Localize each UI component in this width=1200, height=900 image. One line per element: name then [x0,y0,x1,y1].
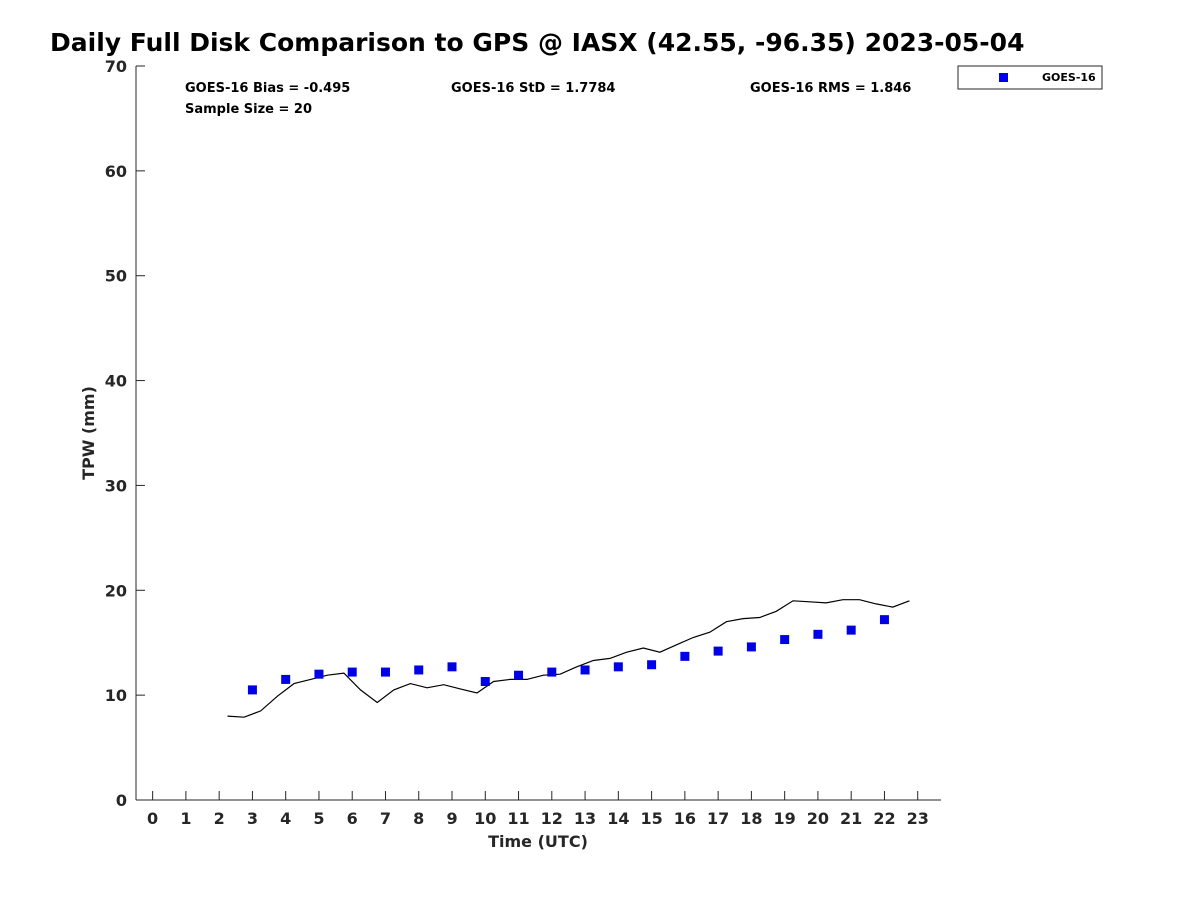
x-tick-label: 16 [674,809,696,828]
goes16-marker [314,669,324,679]
goes16-marker [613,662,623,672]
x-tick-label: 21 [840,809,862,828]
x-tick-label: 4 [280,809,291,828]
goes16-marker [846,625,856,635]
x-tick-label: 14 [607,809,629,828]
y-tick-label: 60 [105,162,127,181]
chart-title: Daily Full Disk Comparison to GPS @ IASX… [50,28,1025,57]
x-tick-label: 2 [214,809,225,828]
axes [135,66,941,801]
goes16-marker [247,685,257,695]
goes16-marker [281,674,291,684]
x-tick-label: 6 [347,809,358,828]
x-tick-label: 13 [574,809,596,828]
y-tick-label: 20 [105,581,127,600]
y-tick-label: 50 [105,267,127,286]
y-tick-label: 40 [105,372,127,391]
x-tick-label: 8 [413,809,424,828]
y-axis-label: TPW (mm) [79,386,98,480]
x-axis-label: Time (UTC) [488,832,588,851]
y-tick-label: 0 [116,791,127,810]
goes16-marker [480,677,490,687]
y-tick-label: 30 [105,476,127,495]
x-tick-label: 11 [507,809,529,828]
x-tick-label: 0 [147,809,158,828]
x-tick-label: 19 [774,809,796,828]
goes16-marker [680,651,690,661]
goes16-marker [380,667,390,677]
stat-sample-size: Sample Size = 20 [185,102,312,117]
goes16-marker [347,667,357,677]
legend-marker-goes16 [999,73,1008,82]
y-tick-label: 70 [105,57,127,76]
goes16-marker [414,665,424,675]
goes16-marker [447,662,457,672]
gps-tpw-line [227,599,910,718]
x-tick-label: 7 [380,809,391,828]
goes16-marker [514,670,524,680]
x-tick-label: 15 [640,809,662,828]
goes16-marker [547,667,557,677]
goes16-marker [813,629,823,639]
x-tick-label: 12 [541,809,563,828]
gps-line-layer [227,599,910,718]
x-tick-label: 3 [247,809,258,828]
y-tick-label: 10 [105,686,127,705]
x-tick-label: 9 [446,809,457,828]
stat-bias: GOES-16 Bias = -0.495 [185,81,350,96]
x-tick-label: 5 [313,809,324,828]
goes16-marker [580,665,590,675]
x-tick-label: 17 [707,809,729,828]
legend: GOES-16 [957,65,1103,90]
x-tick-label: 23 [907,809,929,828]
goes16-marker [780,635,790,645]
goes16-marker [713,646,723,656]
goes-marker-layer [247,615,889,695]
legend-label-goes16: GOES-16 [1042,71,1096,84]
x-tick-label: 20 [807,809,829,828]
legend-box [957,65,1103,90]
ticks: 0 1 2 3 4 5 6 7 8 9 10 11 12 13 14 15 16 17 18 19 20 21 22 2301… [105,57,929,828]
x-tick-label: 1 [180,809,191,828]
goes16-marker [879,615,889,625]
x-tick-label: 18 [740,809,762,828]
x-tick-label: 22 [873,809,895,828]
stat-rms: GOES-16 RMS = 1.846 [750,81,911,96]
stat-std: GOES-16 StD = 1.7784 [451,81,615,96]
goes16-marker [647,660,657,670]
goes16-marker [746,642,756,652]
x-tick-label: 10 [474,809,496,828]
